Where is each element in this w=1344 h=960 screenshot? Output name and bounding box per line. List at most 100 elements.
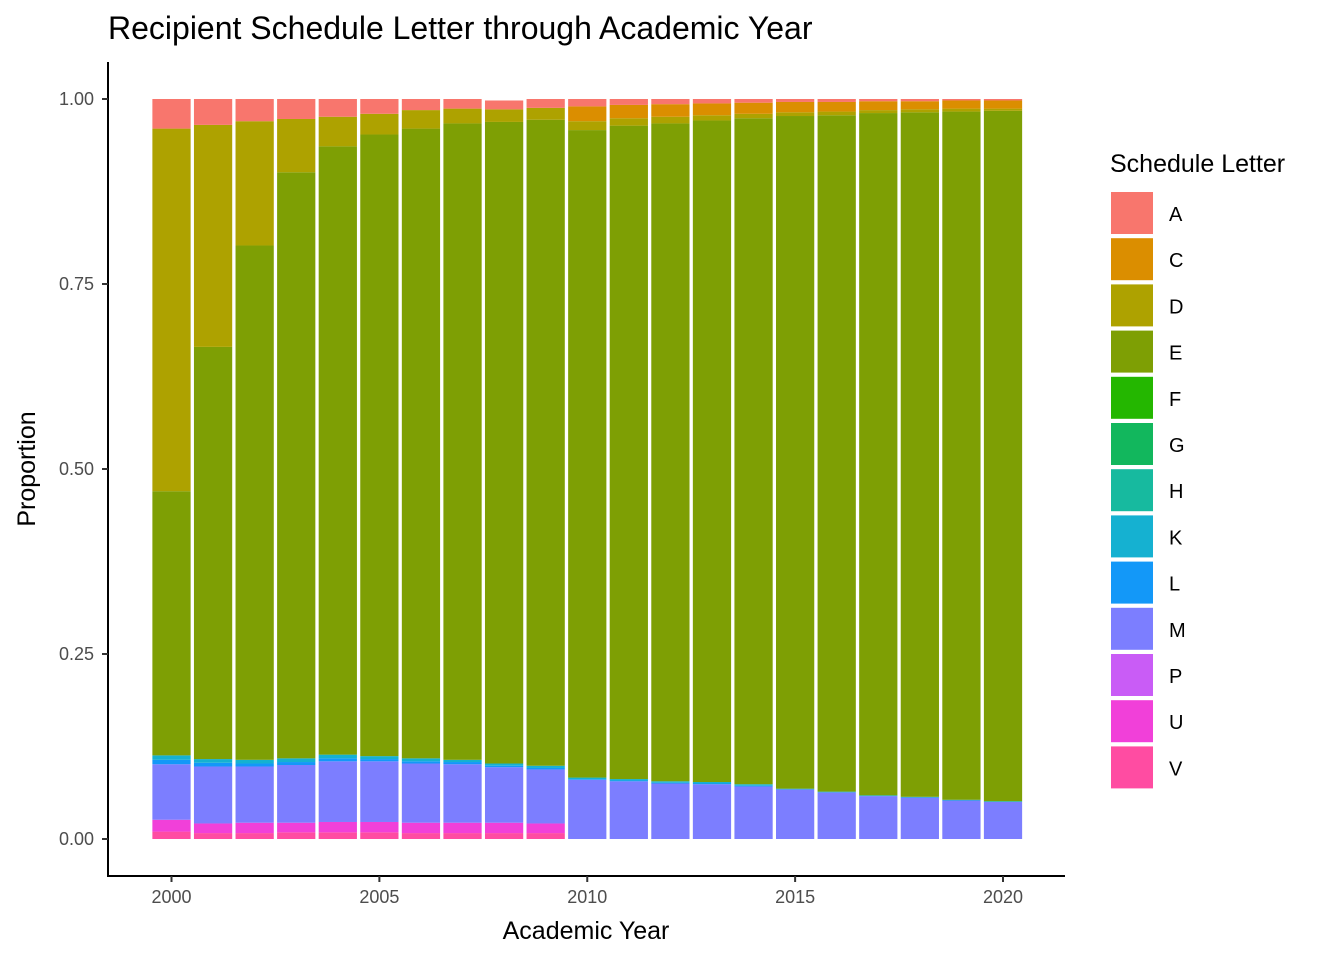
bar-segment-2005-U [360, 821, 399, 833]
bar-segment-2016-C [817, 101, 856, 112]
bar-segment-2008-V [484, 833, 524, 839]
bar-segment-2016-E [817, 115, 856, 792]
bar-segment-2015-M [776, 789, 815, 839]
y-ticks: 0.00 0.25 0.50 0.75 1.00 [59, 89, 108, 849]
bar-segment-2003-M [277, 765, 316, 823]
bar-stack-2007 [443, 99, 482, 839]
bar-segment-2014-K [734, 784, 773, 786]
bar-segment-2020-C [983, 100, 1023, 109]
bar-stack-2012 [651, 99, 690, 839]
bar-segment-2019-A [942, 99, 981, 101]
legend-swatch [1111, 561, 1153, 604]
bar-segment-2014-C [734, 102, 773, 114]
legend-item-P: P [1111, 654, 1182, 696]
bar-segment-2014-L [734, 785, 773, 787]
bars-layer [152, 99, 1023, 839]
bar-segment-2005-K [360, 756, 399, 760]
bar-segment-2008-M [484, 767, 524, 823]
bar-stack-2018 [900, 99, 939, 839]
bar-segment-2000-V [152, 831, 191, 839]
bar-segment-2015-C [776, 101, 815, 113]
bar-stack-2006 [401, 99, 441, 839]
legend-swatch [1111, 607, 1153, 650]
bar-segment-2020-A [983, 99, 1023, 101]
bar-segment-2005-E [360, 134, 399, 757]
x-tick-label: 2015 [775, 887, 815, 907]
bar-segment-2002-L [235, 763, 274, 767]
bar-segment-2013-E [692, 120, 732, 783]
bar-segment-2019-D [942, 108, 981, 112]
bar-segment-2012-A [651, 99, 690, 105]
legend-item-M: M [1111, 607, 1186, 650]
bar-segment-2007-V [443, 833, 482, 839]
bar-segment-2018-K [900, 796, 939, 798]
y-tick-label: 1.00 [59, 89, 94, 109]
bar-segment-2002-M [235, 766, 274, 823]
bar-segment-2018-D [900, 109, 939, 113]
bar-segment-2020-D [983, 108, 1023, 111]
bar-segment-2011-D [609, 118, 648, 126]
bar-segment-2006-K [401, 758, 441, 762]
bar-segment-2017-M [859, 796, 898, 839]
bar-stack-2010 [568, 99, 607, 839]
bar-stack-2016 [817, 99, 856, 839]
bar-segment-2002-A [235, 99, 274, 122]
legend-label: U [1169, 712, 1183, 734]
bar-segment-2017-A [859, 99, 898, 102]
bar-segment-2003-E [277, 172, 316, 759]
y-tick-label: 0.50 [59, 459, 94, 479]
bar-segment-2010-E [568, 130, 607, 778]
bar-segment-2016-D [817, 111, 856, 116]
bar-segment-2008-U [484, 822, 524, 834]
x-tick-label: 2000 [151, 887, 191, 907]
bar-segment-2009-V [526, 833, 565, 839]
bar-segment-2006-D [401, 110, 441, 129]
legend-label: K [1169, 527, 1183, 549]
legend: Schedule Letter A C D E F G H K L M P U V [1110, 150, 1285, 789]
bar-segment-2015-K [776, 788, 815, 790]
bar-segment-2009-M [526, 769, 565, 824]
legend-item-A: A [1111, 192, 1183, 234]
x-axis-title: Academic Year [503, 917, 670, 945]
bar-stack-2003 [277, 99, 316, 839]
bar-stack-2019 [942, 99, 981, 839]
bar-segment-2012-E [651, 123, 690, 782]
bar-segment-2004-U [318, 821, 357, 833]
bar-segment-2001-L [193, 762, 233, 767]
bar-segment-2009-K [526, 765, 565, 768]
legend-label: L [1169, 574, 1180, 596]
bar-segment-2018-M [900, 797, 939, 839]
bar-segment-2013-D [692, 115, 732, 121]
bar-segment-2008-D [484, 109, 524, 122]
legend-label: D [1169, 296, 1183, 318]
legend-label: E [1169, 343, 1182, 365]
bar-stack-2011 [609, 99, 648, 839]
y-axis-title: Proportion [13, 411, 41, 526]
bar-segment-2013-M [692, 784, 732, 839]
bar-stack-2008 [484, 100, 524, 839]
bar-segment-2001-U [193, 823, 233, 834]
bar-segment-2009-A [526, 99, 565, 108]
bar-segment-2013-L [692, 783, 732, 785]
bar-segment-2011-A [609, 99, 648, 105]
bar-segment-2002-D [235, 121, 274, 246]
bar-segment-2017-E [859, 113, 898, 796]
legend-item-F: F [1111, 376, 1181, 419]
bar-segment-2019-C [942, 100, 981, 109]
legend-label: G [1169, 435, 1185, 457]
bar-stack-2000 [152, 99, 191, 839]
bar-segment-2007-M [443, 764, 482, 823]
bar-segment-2015-D [776, 112, 815, 117]
bar-segment-2005-M [360, 761, 399, 822]
bar-segment-2018-A [900, 99, 939, 102]
bar-stack-2001 [193, 99, 233, 839]
legend-swatch [1111, 284, 1153, 327]
bar-segment-2003-V [277, 832, 316, 839]
bar-segment-2011-E [609, 125, 648, 780]
bar-segment-2003-U [277, 822, 316, 833]
bar-segment-2006-M [401, 763, 441, 823]
bar-segment-2000-M [152, 764, 191, 820]
bar-segment-2009-U [526, 823, 565, 834]
bar-segment-2004-V [318, 832, 357, 839]
bar-segment-2006-E [401, 128, 441, 759]
